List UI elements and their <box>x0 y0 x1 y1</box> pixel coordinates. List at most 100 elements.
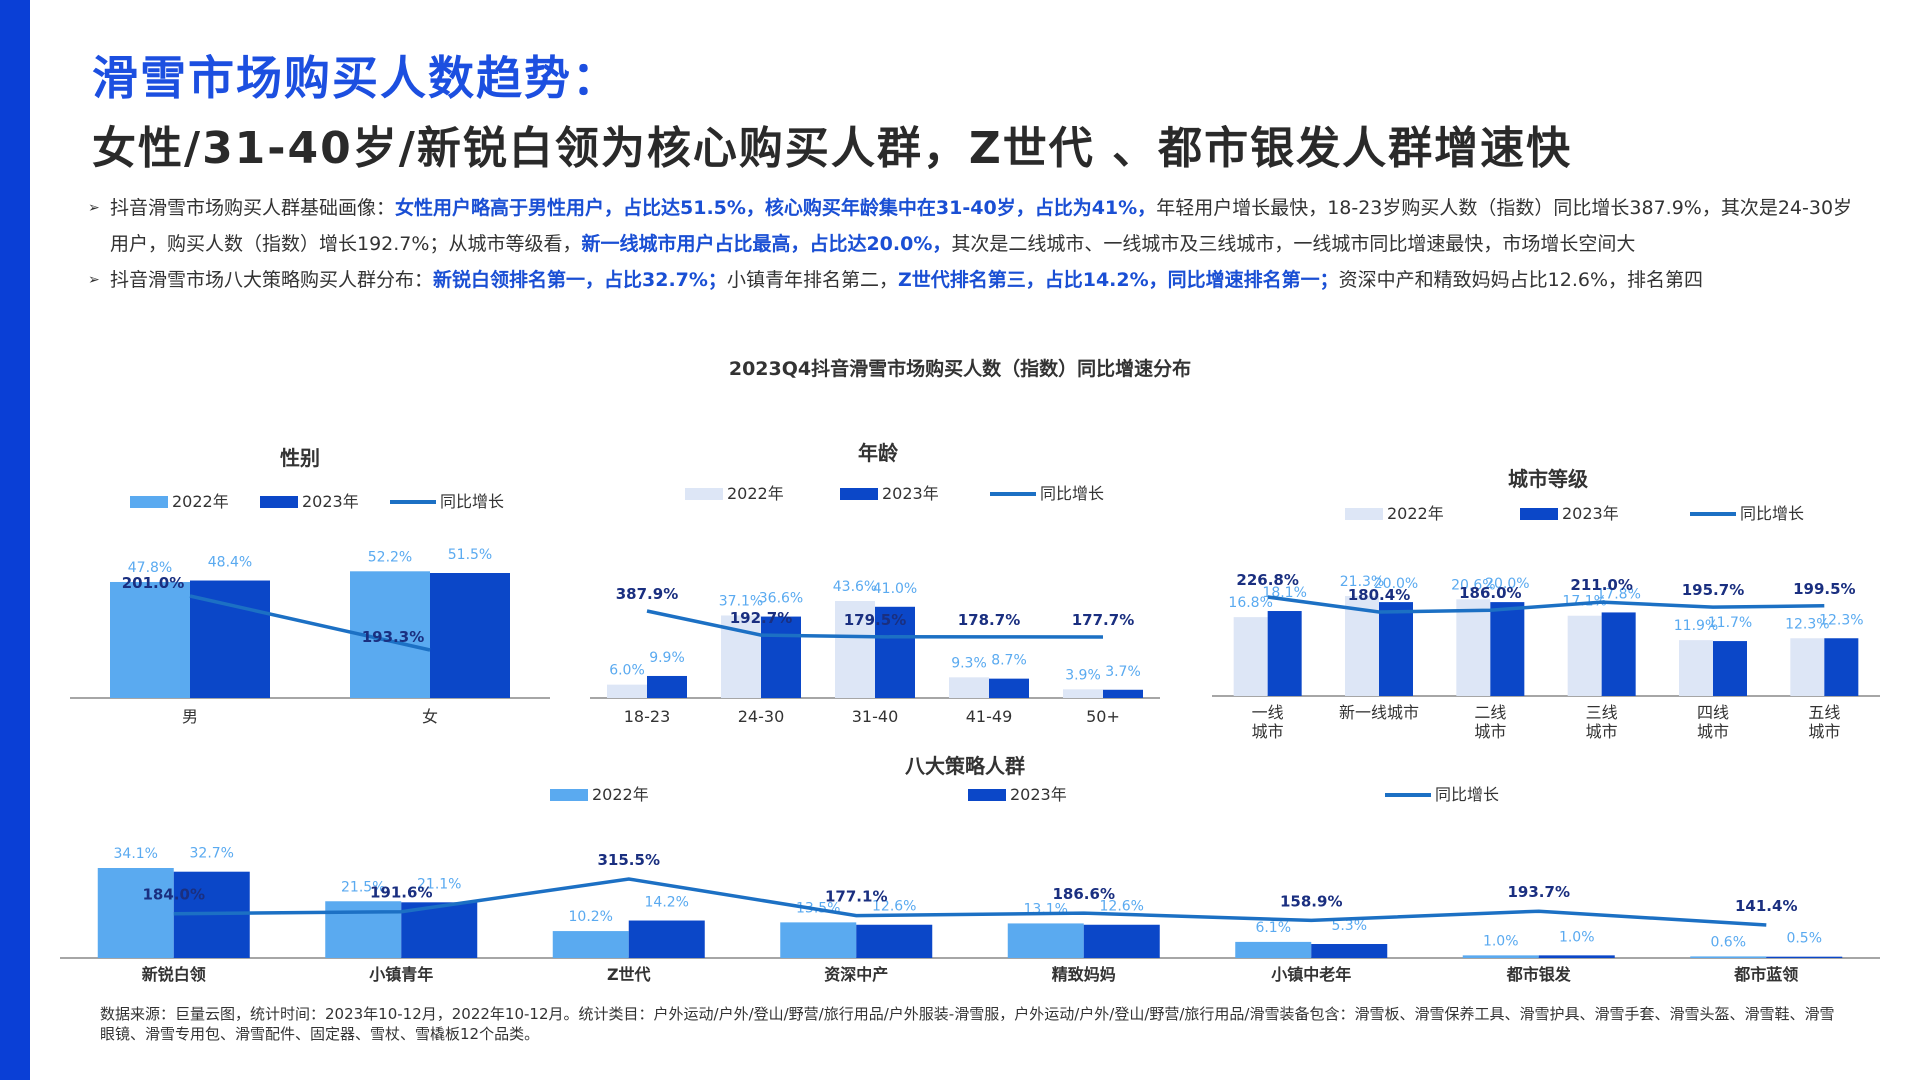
data-label-2023: 12.3% <box>1819 612 1863 628</box>
bar-2022 <box>325 901 402 958</box>
data-label-2023: 32.7% <box>190 846 234 862</box>
growth-label: 178.7% <box>958 611 1020 629</box>
data-label-2022: 52.2% <box>368 549 412 565</box>
page-title: 滑雪市场购买人数趋势： <box>92 51 620 105</box>
bar-2022 <box>110 581 190 698</box>
data-label-2022: 6.0% <box>609 663 645 679</box>
bar-2022 <box>1456 599 1491 696</box>
bar-2022 <box>1007 923 1084 958</box>
category-label: 都市蓝领 <box>1733 965 1798 984</box>
bar-2022 <box>1063 689 1103 698</box>
growth-label: 199.5% <box>1793 580 1855 598</box>
legend-swatch-2022 <box>685 488 723 500</box>
data-label-2022: 3.9% <box>1065 667 1101 683</box>
data-label-2023: 12.6% <box>872 899 916 915</box>
data-label-2023: 1.0% <box>1559 929 1595 945</box>
data-label-2022: 37.1% <box>719 593 763 609</box>
data-label-2023: 21.1% <box>417 876 461 892</box>
legend-label: 同比增长 <box>440 492 504 511</box>
category-label: 城市 <box>1586 722 1618 741</box>
legend-swatch-2022 <box>1345 508 1383 520</box>
bullet-text: 资深中产和精致妈妈占比12.6%，排名第四 <box>1338 269 1704 291</box>
growth-label: 387.9% <box>616 585 678 603</box>
bullet-text: 抖音滑雪市场八大策略购买人群分布： <box>110 269 434 291</box>
legend-label: 2022年 <box>172 492 229 511</box>
growth-label: 191.6% <box>370 884 432 902</box>
bullet-arrow-icon: ➢ <box>88 200 100 216</box>
page-subtitle: 女性/31-40岁/新锐白领为核心购买人群，Z世代 、都市银发人群增速快 <box>92 123 1573 174</box>
legend-label: 同比增长 <box>1040 484 1104 503</box>
data-label-2023: 11.7% <box>1708 615 1752 631</box>
legend-label: 2022年 <box>727 484 784 503</box>
bullet-text: 年轻用户增长最快，18-23岁购买人数（指数）同比增长387.9%，其次是24-… <box>110 197 1853 255</box>
data-label-2022: 12.3% <box>1785 616 1829 632</box>
growth-label: 193.3% <box>362 628 424 646</box>
category-label: 女 <box>422 707 438 726</box>
bar-2023 <box>761 616 801 698</box>
bar-2023 <box>1713 641 1747 696</box>
bullet-arrow-icon: ➢ <box>88 272 100 288</box>
bullet-segments: ➢ 抖音滑雪市场八大策略购买人群分布：新锐白领排名第一，占比32.7%；小镇青年… <box>88 262 1870 298</box>
bar-2022 <box>1790 638 1825 696</box>
chart-title-city: 城市等级 <box>1508 467 1588 491</box>
legend-swatch-2023 <box>840 488 878 500</box>
legend-swatch-2023 <box>260 496 298 508</box>
bar-2022 <box>780 922 857 958</box>
bar-2022 <box>835 601 875 698</box>
category-label: 新一线城市 <box>1339 703 1419 722</box>
chart-title-age: 年龄 <box>858 441 899 465</box>
category-label: 31-40 <box>852 707 899 726</box>
category-label: 资深中产 <box>824 965 888 984</box>
legend-label: 2023年 <box>882 484 939 503</box>
bar-2022 <box>1567 615 1602 696</box>
growth-label: 195.7% <box>1682 581 1744 599</box>
bar-2022 <box>949 677 989 698</box>
bullet-text: 小镇青年排名第二， <box>726 269 898 291</box>
category-label: 都市银发 <box>1506 965 1572 984</box>
category-label: 新锐白领 <box>142 965 206 984</box>
legend-label: 2023年 <box>302 492 359 511</box>
bar-2023 <box>430 573 510 698</box>
bar-2022 <box>552 931 629 958</box>
data-label-2023: 36.6% <box>759 591 803 607</box>
growth-label: 211.0% <box>1570 576 1632 594</box>
data-label-2022: 1.0% <box>1483 933 1519 949</box>
category-label: 城市 <box>1808 722 1840 741</box>
bar-2023 <box>1083 924 1160 958</box>
bar-2023 <box>1379 602 1413 696</box>
data-label-2022: 34.1% <box>114 846 158 862</box>
category-label: Z世代 <box>607 965 651 984</box>
bar-2022 <box>97 868 174 958</box>
bullet-highlight: 新锐白领排名第一，占比32.7%； <box>433 269 727 291</box>
growth-label: 201.0% <box>122 574 184 592</box>
bar-2023 <box>1538 955 1615 958</box>
growth-label: 177.1% <box>825 888 887 906</box>
data-label-2022: 0.6% <box>1710 934 1746 950</box>
bar-2023 <box>1824 638 1859 696</box>
data-label-2022: 47.8% <box>128 560 172 576</box>
legend-label: 同比增长 <box>1435 785 1499 804</box>
growth-label: 226.8% <box>1236 571 1298 589</box>
chart-section-title: 2023Q4抖音滑雪市场购买人数（指数）同比增速分布 <box>728 358 1192 380</box>
bullet-highlight: 女性用户略高于男性用户，占比达51.5%，核心购买年龄集中在31-40岁，占比为… <box>395 197 1157 219</box>
category-label: 41-49 <box>966 707 1013 726</box>
legend-label: 同比增长 <box>1740 504 1804 523</box>
category-label: 城市 <box>1474 722 1506 741</box>
bar-2023 <box>1601 612 1636 696</box>
category-label: 24-30 <box>738 707 785 726</box>
category-label: 城市 <box>1252 722 1284 741</box>
legend-label: 2023年 <box>1562 504 1619 523</box>
bar-2022 <box>1690 956 1767 958</box>
data-label-2023: 17.8% <box>1596 586 1640 602</box>
bar-2023 <box>628 920 705 958</box>
growth-label: 158.9% <box>1280 892 1342 910</box>
bar-2022 <box>1462 955 1539 958</box>
growth-label: 186.0% <box>1459 584 1521 602</box>
bar-2022 <box>1235 941 1312 958</box>
growth-label: 315.5% <box>598 851 660 869</box>
category-label: 四线 <box>1697 703 1729 722</box>
data-label-2022: 21.3% <box>1340 574 1384 590</box>
data-label-2023: 9.9% <box>649 650 685 666</box>
bullet-highlight: 新一线城市用户占比最高，占比达20.0%， <box>581 233 952 255</box>
